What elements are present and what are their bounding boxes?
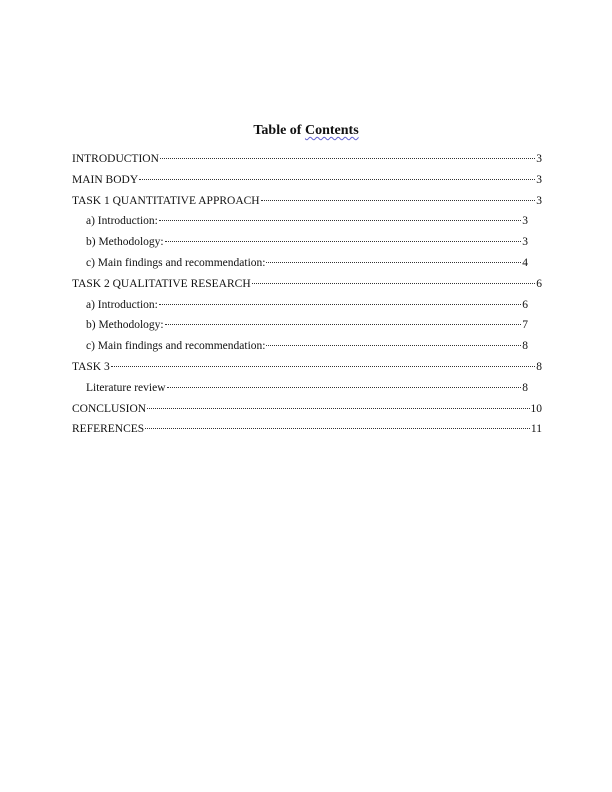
toc-entry-label[interactable]: TASK 2 QUALITATIVE RESEARCH	[72, 277, 251, 290]
toc-entry-label[interactable]: c) Main findings and recommendation:	[86, 340, 266, 353]
toc-entry-label[interactable]: c) Main findings and recommendation:	[86, 256, 266, 269]
toc-entry-page[interactable]: 4	[522, 256, 528, 269]
toc-entry-page[interactable]: 3	[536, 173, 542, 186]
toc-entry-label[interactable]: MAIN BODY	[72, 173, 139, 186]
toc-entry[interactable]: TASK 3 8	[72, 361, 542, 382]
toc-entry-page[interactable]: 3	[536, 194, 542, 207]
toc-entry[interactable]: a) Introduction: 3	[86, 215, 528, 236]
toc-entry-label[interactable]: TASK 1 QUANTITATIVE APPROACH	[72, 194, 260, 207]
leader-dots	[159, 158, 536, 159]
toc-entry[interactable]: a) Introduction: 6	[86, 299, 528, 320]
leader-dots	[147, 407, 530, 409]
toc-entry-label[interactable]: REFERENCES	[72, 423, 145, 436]
toc-entry-page[interactable]: 8	[536, 360, 542, 373]
toc-entry-label[interactable]: TASK 3	[72, 360, 110, 373]
toc-entry[interactable]: Literature review 8	[86, 382, 528, 403]
toc-entry-page[interactable]: 3	[522, 236, 528, 249]
toc-entry-label[interactable]: a) Introduction:	[86, 215, 158, 228]
toc-entry-label[interactable]: CONCLUSION	[72, 402, 147, 415]
toc-entry-page[interactable]: 6	[536, 277, 542, 290]
toc-entry[interactable]: TASK 2 QUALITATIVE RESEARCH 6	[72, 278, 542, 299]
leader-dots	[251, 282, 536, 284]
toc-entry[interactable]: b) Methodology: 7	[86, 319, 528, 340]
toc-entry-page[interactable]: 7	[522, 319, 528, 332]
toc-entry-label[interactable]: Literature review	[86, 381, 166, 394]
leader-dots	[158, 220, 522, 222]
toc-entry[interactable]: c) Main findings and recommendation: 4	[86, 257, 528, 278]
toc-entry-label[interactable]: b) Methodology:	[86, 236, 164, 249]
toc-entry-label[interactable]: a) Introduction:	[86, 298, 158, 311]
toc-entry[interactable]: MAIN BODY 3	[72, 174, 542, 195]
toc-entry-page[interactable]: 8	[522, 381, 528, 394]
toc-entry[interactable]: TASK 1 QUANTITATIVE APPROACH 3	[72, 195, 542, 216]
toc-entry-page[interactable]: 3	[536, 153, 542, 165]
toc-entry-page[interactable]: 8	[522, 340, 528, 353]
toc-entry-label[interactable]: INTRODUCTION	[72, 153, 159, 165]
leader-dots	[158, 303, 522, 305]
toc-entry-page[interactable]: 6	[522, 298, 528, 311]
leader-dots	[266, 345, 522, 347]
toc-entry-label[interactable]: b) Methodology:	[86, 319, 164, 332]
leader-dots	[164, 324, 522, 326]
leader-dots	[110, 365, 536, 367]
leader-dots	[164, 241, 522, 243]
table-of-contents: INTRODUCTION 3 MAIN BODY 3 TASK 1 QUANTITATI…	[72, 153, 542, 444]
toc-entry-page[interactable]: 3	[522, 215, 528, 228]
toc-entry-page[interactable]: 11	[530, 423, 542, 436]
toc-entry[interactable]: REFERENCES 11	[72, 423, 542, 444]
toc-entry[interactable]: CONCLUSION 10	[72, 403, 542, 424]
leader-dots	[139, 178, 536, 180]
toc-title: Table of Contents	[0, 123, 612, 139]
toc-title-word: Contents	[304, 123, 359, 138]
toc-entry[interactable]: INTRODUCTION 3	[72, 153, 542, 174]
toc-entry[interactable]: b) Methodology: 3	[86, 236, 528, 257]
leader-dots	[145, 428, 530, 430]
toc-title-prefix: Table of	[253, 123, 305, 138]
toc-entry[interactable]: c) Main findings and recommendation: 8	[86, 340, 528, 361]
leader-dots	[260, 199, 536, 201]
leader-dots	[166, 386, 522, 388]
leader-dots	[266, 261, 522, 263]
toc-entry-page[interactable]: 10	[530, 402, 543, 415]
